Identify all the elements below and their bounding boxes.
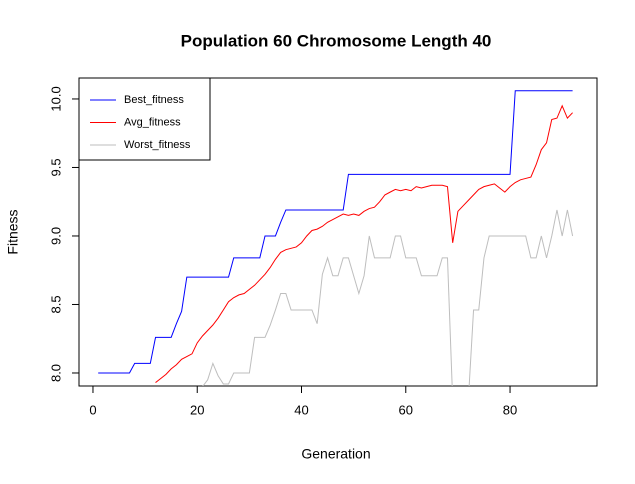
y-axis-label: Fitness (5, 209, 21, 254)
series-line (155, 104, 573, 383)
x-tick-label: 20 (190, 402, 204, 417)
x-tick-label: 80 (503, 402, 517, 417)
chart-title: Population 60 Chromosome Length 40 (181, 31, 492, 50)
series-line (202, 209, 574, 386)
y-tick-label: 10.0 (48, 86, 63, 111)
legend-label: Worst_fitness (124, 139, 191, 151)
x-tick-label: 60 (399, 402, 413, 417)
y-tick-label: 9.5 (48, 158, 63, 176)
x-tick-label: 0 (89, 402, 96, 417)
x-axis-label: Generation (301, 446, 370, 462)
legend-label: Best_fitness (124, 94, 184, 106)
y-tick-label: 9.0 (48, 227, 63, 245)
x-tick-label: 40 (294, 402, 308, 417)
y-tick-label: 8.5 (48, 295, 63, 313)
legend-box (78, 77, 211, 161)
legend-label: Avg_fitness (124, 116, 181, 128)
series-line (98, 90, 573, 374)
y-tick-label: 8.0 (48, 364, 63, 382)
